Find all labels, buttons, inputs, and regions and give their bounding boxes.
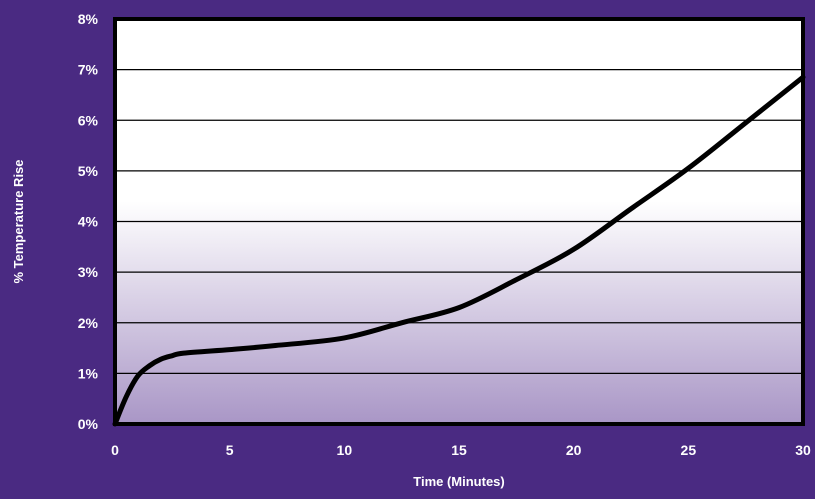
x-axis-label: Time (Minutes) bbox=[413, 474, 505, 489]
series-line bbox=[112, 74, 806, 427]
plot-border bbox=[113, 17, 805, 426]
x-tick-label: 5 bbox=[226, 442, 234, 458]
y-tick-label: 0% bbox=[78, 416, 99, 432]
y-tick-label: 8% bbox=[78, 11, 99, 27]
y-tick-label: 7% bbox=[78, 62, 99, 78]
x-tick-label: 20 bbox=[566, 442, 582, 458]
x-tick-label: 25 bbox=[681, 442, 697, 458]
y-tick-label: 3% bbox=[78, 264, 99, 280]
x-tick-label: 0 bbox=[111, 442, 119, 458]
x-axis-ticks: 0 5 10 15 20 25 30 bbox=[111, 442, 811, 458]
x-tick-label: 15 bbox=[451, 442, 467, 458]
y-axis-label: % Temperature Rise bbox=[11, 159, 26, 283]
y-tick-label: 2% bbox=[78, 315, 99, 331]
gridlines bbox=[115, 69, 803, 374]
x-tick-label: 10 bbox=[337, 442, 353, 458]
y-tick-label: 4% bbox=[78, 214, 99, 230]
y-tick-label: 5% bbox=[78, 163, 99, 179]
y-tick-label: 1% bbox=[78, 365, 99, 381]
y-axis-ticks: 0% 1% 2% 3% 4% 5% 6% 7% 8% bbox=[78, 11, 99, 432]
x-tick-label: 30 bbox=[795, 442, 811, 458]
y-tick-label: 6% bbox=[78, 112, 99, 128]
